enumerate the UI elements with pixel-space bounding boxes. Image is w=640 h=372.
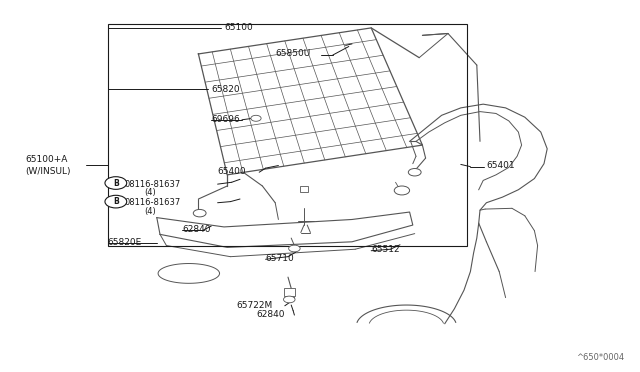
Text: 65710: 65710 [266,254,294,263]
Bar [108,24,467,246]
Text: (4): (4) [144,207,156,216]
Text: 65400: 65400 [218,167,246,176]
Text: 69696: 69696 [211,115,240,124]
Bar [284,288,295,296]
Text: 08116-81637: 08116-81637 [125,198,181,207]
Text: 62840: 62840 [256,310,285,319]
Text: B: B [113,179,118,187]
Circle shape [193,209,206,217]
Text: 65512: 65512 [371,246,400,254]
Text: (W/INSUL): (W/INSUL) [26,167,71,176]
Text: 65722M: 65722M [237,301,273,310]
Bar [300,186,308,192]
Text: ^650*0004: ^650*0004 [576,353,624,362]
Text: 08116-81637: 08116-81637 [125,180,181,189]
Text: B: B [113,197,118,206]
Text: 65820: 65820 [211,85,240,94]
Text: 62840: 62840 [182,225,211,234]
Circle shape [289,245,300,252]
Text: (4): (4) [144,188,156,197]
Circle shape [408,169,421,176]
Circle shape [394,186,410,195]
Text: 65100+A: 65100+A [26,155,68,164]
Text: 65850U: 65850U [275,49,310,58]
Circle shape [105,195,127,208]
Circle shape [251,115,261,121]
Circle shape [105,177,127,189]
Text: 65820E: 65820E [108,238,142,247]
Text: 65401: 65401 [486,161,515,170]
Circle shape [284,296,295,303]
Text: 65100: 65100 [224,23,253,32]
